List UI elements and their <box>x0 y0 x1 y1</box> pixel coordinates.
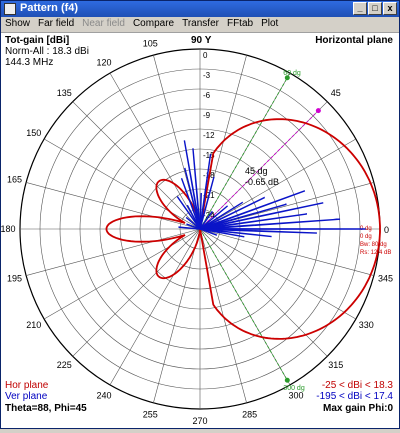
ver-plane-lobe <box>199 228 218 236</box>
norm-label: Norm-All : 18.3 dBi <box>5 46 89 57</box>
grid-spoke <box>26 182 201 230</box>
marker-line-60 <box>199 77 288 230</box>
gain-title: Tot-gain [dBi] <box>5 35 70 46</box>
window-title-text: Pattern <box>20 2 58 14</box>
scale-label: -3 <box>203 71 211 80</box>
angle-label: 270 <box>192 416 207 426</box>
right-marker-label: 0 dg <box>360 234 372 240</box>
window-subtitle-text: (f4) <box>60 2 79 14</box>
close-button[interactable]: x <box>383 2 397 15</box>
angle-label: 120 <box>96 58 111 68</box>
maximize-button[interactable]: □ <box>368 2 382 15</box>
title-bar[interactable]: Pattern (f4) _ □ x <box>1 1 399 17</box>
plane-label: Horizontal plane <box>315 35 393 46</box>
right-marker-label: Bw: 80 dg <box>360 242 387 248</box>
angle-label: 300 <box>288 390 303 400</box>
marker-label-300: 300 dg <box>283 385 305 392</box>
grid-spoke <box>199 228 374 276</box>
grid-spoke <box>26 228 201 276</box>
angle-label-0: 0 <box>384 225 389 235</box>
right-marker-label: Rs: 12.4 dB <box>360 250 391 256</box>
angle-label: 225 <box>57 360 72 370</box>
beam-dot-45 <box>315 108 321 114</box>
grid-spoke <box>199 228 357 320</box>
angle-label: 285 <box>242 409 257 419</box>
angle-label: 255 <box>143 409 158 419</box>
angle-label: 150 <box>26 128 41 138</box>
app-icon <box>4 3 16 15</box>
right-marker-label: 0 dg <box>360 226 372 232</box>
grid-spoke <box>199 138 357 230</box>
scale-label: -15 <box>203 151 215 160</box>
grid-spoke <box>109 228 201 386</box>
scale-label: -12 <box>203 131 215 140</box>
menu-compare[interactable]: Compare <box>132 18 175 29</box>
menu-transfer[interactable]: Transfer <box>182 18 219 29</box>
beam-db-label: -0.65 dB <box>245 177 279 187</box>
polar-plot-area[interactable]: 0 -3 -6 -9 -12 -15 -18 -21 -24 105 120 135 150 165 180… <box>0 33 399 428</box>
window-title: Pattern (f4) <box>20 2 78 14</box>
grid-spoke <box>153 228 201 403</box>
menu-plot[interactable]: Plot <box>261 18 279 29</box>
marker-dot-300 <box>284 377 290 383</box>
angle-label: 210 <box>26 320 41 330</box>
hor-plane-pattern <box>105 118 381 340</box>
range-ver: -195 < dBi < 17.4 <box>316 391 393 402</box>
scale-label: -9 <box>203 111 211 120</box>
grid-spoke <box>72 101 201 230</box>
menu-fftab[interactable]: FFtab <box>226 18 254 29</box>
polar-chart[interactable]: 0-3-6-9-12-15-18-21-24105120135150165180… <box>0 33 399 428</box>
ver-plane-lobe <box>178 226 201 230</box>
angle-label: 165 <box>7 174 22 184</box>
angle-label: 180 <box>1 224 16 234</box>
beam-angle-label: 45 dg <box>245 166 268 176</box>
theta-phi-label: Theta=88, Phi=45 <box>5 403 87 414</box>
angle-label: 45 <box>331 88 341 98</box>
legend-hor-plane: Hor plane <box>5 380 49 391</box>
max-gain-label: Max gain Phi:0 <box>322 403 393 414</box>
menu-far-field[interactable]: Far field <box>38 18 75 29</box>
menu-bar: Show Far field Near field Compare Transf… <box>1 17 399 33</box>
menu-show[interactable]: Show <box>5 18 31 29</box>
grid-spoke <box>43 138 201 230</box>
angle-label: 315 <box>328 360 343 370</box>
y-axis-label: 90 Y <box>191 35 212 46</box>
beam-line-45 <box>199 110 319 230</box>
marker-line-300 <box>199 228 288 381</box>
minimize-button[interactable]: _ <box>353 2 367 15</box>
angle-label: 135 <box>57 88 72 98</box>
scale-label: 0 <box>203 51 208 60</box>
angle-label: 195 <box>7 274 22 284</box>
range-hor: -25 < dBi < 18.3 <box>321 380 393 391</box>
legend-ver-plane: Ver plane <box>5 391 48 402</box>
marker-label-60: 60 dg <box>283 70 301 77</box>
angle-label: 240 <box>96 390 111 400</box>
grid-spoke <box>72 228 201 357</box>
menu-near-field[interactable]: Near field <box>82 18 125 29</box>
marker-dot-60 <box>284 75 290 81</box>
scale-label: -6 <box>203 91 211 100</box>
angle-label: 105 <box>143 39 158 49</box>
grid-spoke <box>43 228 201 320</box>
angle-label: 330 <box>359 320 374 330</box>
frequency-label: 144.3 MHz <box>5 57 54 68</box>
grid-spoke <box>109 72 201 230</box>
angle-label: 345 <box>378 274 393 284</box>
